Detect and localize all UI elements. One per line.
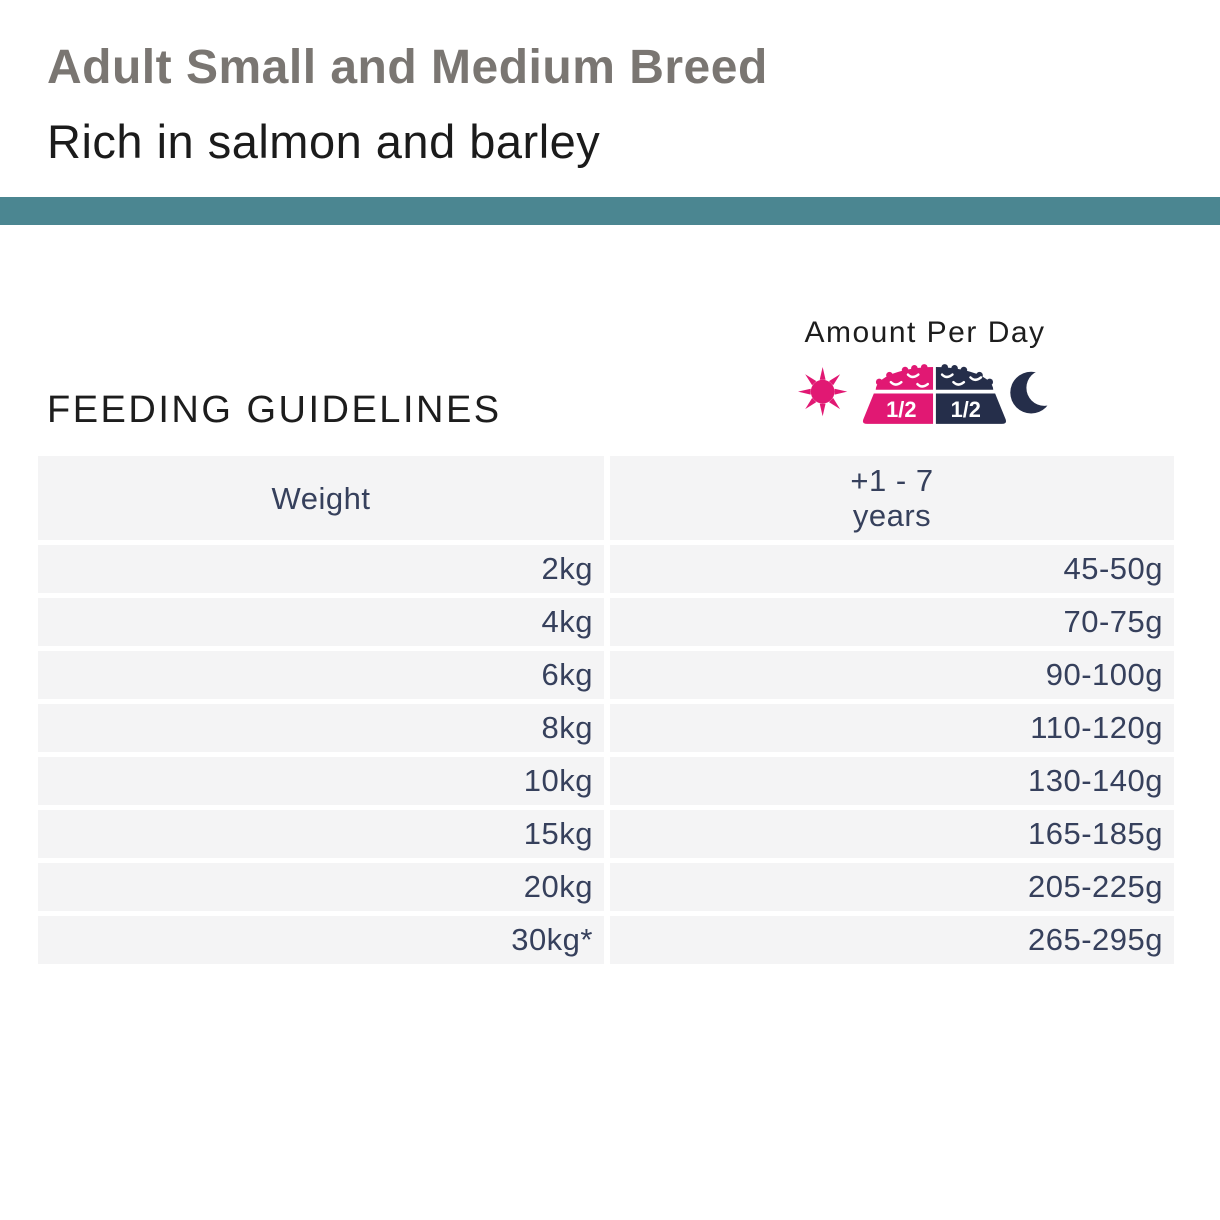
weight-cell: 8kg: [38, 704, 604, 752]
moon-icon: [1010, 369, 1052, 414]
evening-portion-label: 1/2: [951, 397, 981, 422]
feeding-schedule-icons: 1/2 1/2: [798, 364, 1052, 424]
amount-cell: 265-295g: [610, 916, 1174, 964]
feeding-table: Weight +1 - 7 years 2kg 45-50g 4kg 70-75…: [38, 456, 1174, 964]
weight-column-header: Weight: [38, 456, 604, 540]
weight-cell: 15kg: [38, 810, 604, 858]
weight-cell: 30kg*: [38, 916, 604, 964]
weight-cell: 6kg: [38, 651, 604, 699]
amount-cell: 90-100g: [610, 651, 1174, 699]
weight-cell: 10kg: [38, 757, 604, 805]
weight-cell: 20kg: [38, 863, 604, 911]
amount-cell: 45-50g: [610, 545, 1174, 593]
age-header-line1: +1 - 7: [850, 463, 934, 498]
amount-cell: 70-75g: [610, 598, 1174, 646]
amount-per-day-block: Amount Per Day: [700, 316, 1150, 426]
age-column-header: +1 - 7 years: [610, 456, 1174, 540]
sun-icon: [798, 367, 848, 417]
food-bowl-icon: 1/2 1/2: [862, 364, 1007, 424]
kibble-detail-marks: [889, 373, 983, 388]
amount-cell: 205-225g: [610, 863, 1174, 911]
teal-divider-bar: [0, 197, 1220, 225]
amount-cell: 165-185g: [610, 810, 1174, 858]
amount-cell: 110-120g: [610, 704, 1174, 752]
amount-cell: 130-140g: [610, 757, 1174, 805]
morning-portion-label: 1/2: [886, 397, 916, 422]
amount-per-day-label: Amount Per Day: [804, 316, 1046, 349]
weight-cell: 2kg: [38, 545, 604, 593]
weight-header-label: Weight: [271, 480, 371, 516]
feeding-guidelines-heading: FEEDING GUIDELINES: [47, 389, 502, 431]
page-title: Adult Small and Medium Breed: [47, 41, 768, 94]
page-subtitle: Rich in salmon and barley: [47, 115, 601, 168]
weight-cell: 4kg: [38, 598, 604, 646]
age-header-line2: years: [852, 498, 932, 533]
